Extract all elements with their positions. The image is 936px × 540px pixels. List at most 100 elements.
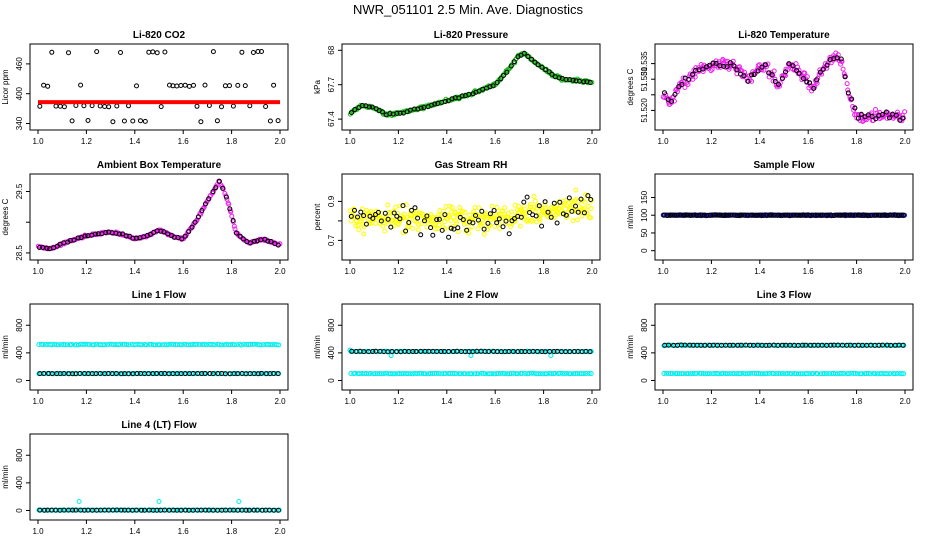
data-point-line3 [880, 342, 885, 348]
data-point-rh [473, 213, 478, 218]
data-point-rh [575, 209, 581, 215]
data-point-ambient [229, 213, 235, 219]
panel-rh: Gas Stream RH percent 0.7 0.9 1.0 1.2 1.4 1.6 1.… [313, 160, 601, 276]
data-point-line3 [804, 371, 810, 376]
data-point-line1 [219, 342, 225, 348]
data-point-line1 [70, 371, 75, 377]
x-tick-label-line4: 1.0 [32, 527, 44, 536]
data-point-ambient [179, 236, 185, 242]
data-point-line2 [486, 349, 492, 354]
data-point-sample [715, 212, 721, 218]
data-point-co2 [194, 103, 200, 109]
data-point-pressure [397, 110, 403, 116]
x-tick-label-line3: 2.0 [899, 397, 911, 406]
data-point-rh [460, 217, 466, 223]
data-point-temperature [751, 72, 757, 78]
data-point-line3 [841, 371, 847, 376]
series-pressure-average [349, 50, 593, 118]
data-point-temperature [671, 98, 677, 104]
data-point-rh [388, 224, 394, 230]
data-point-rh [578, 196, 584, 202]
data-point-co2 [49, 49, 55, 55]
data-point-rh [464, 227, 470, 233]
data-point-sample [884, 212, 890, 218]
data-point-temperature [682, 85, 688, 90]
data-point-line2 [482, 371, 488, 377]
data-point-ambient [134, 235, 139, 241]
x-tick-label-line1: 1.2 [81, 397, 93, 406]
data-point-co2 [186, 83, 192, 89]
data-point-sample [708, 212, 713, 218]
data-point-ambient [199, 208, 205, 213]
data-point-line1 [86, 342, 92, 347]
data-point-line2 [361, 349, 367, 355]
data-point-temperature [769, 72, 775, 78]
data-point-line2 [451, 371, 457, 376]
data-point-rh [470, 220, 476, 226]
data-point-rh [496, 221, 502, 227]
data-point-line1 [49, 342, 55, 348]
data-point-sample [767, 212, 772, 218]
data-point-line3 [835, 342, 841, 348]
data-point-sample [764, 212, 770, 218]
data-point-line2 [581, 371, 587, 377]
data-point-line3 [758, 371, 764, 377]
data-point-temperature [814, 77, 820, 83]
data-point-sample [675, 212, 681, 218]
data-point-pressure [429, 102, 435, 108]
data-point-rh [506, 231, 512, 237]
data-point-line4 [142, 507, 148, 513]
data-point-temperature [840, 66, 846, 72]
data-point-ambient [123, 233, 129, 239]
data-point-temperature [838, 56, 844, 62]
data-point-line1 [199, 371, 205, 377]
panel-title-line4: Line 4 (LT) Flow [121, 420, 197, 431]
series-line3-raw-low [661, 370, 907, 377]
data-point-sample [823, 212, 829, 218]
data-point-line1 [276, 342, 282, 348]
data-point-sample [681, 212, 686, 218]
data-point-rh [460, 208, 466, 214]
data-point-pressure [587, 80, 593, 85]
data-point-ambient [82, 233, 88, 239]
data-point-line3 [679, 371, 685, 377]
data-point-line3 [766, 342, 772, 348]
panel-line2: Line 2 Flow ml/min 0 400 800 1.0 1.2 1.4 1.6 1.8 2… [313, 290, 601, 406]
data-point-rh [575, 217, 580, 223]
x-tick-label-ambient: 1.0 [32, 267, 44, 276]
data-point-rh [449, 205, 455, 210]
data-point-sample [739, 212, 745, 218]
data-point-pressure [498, 76, 504, 82]
data-point-line3 [793, 371, 799, 377]
data-point-rh [503, 218, 509, 224]
data-point-line3 [696, 342, 702, 348]
data-point-sample [723, 212, 729, 218]
data-point-line2 [519, 370, 525, 376]
data-point-rh [431, 221, 437, 227]
data-point-line3 [702, 342, 708, 348]
data-point-line3 [681, 371, 686, 377]
data-point-temperature [804, 74, 810, 80]
data-point-rh [542, 205, 548, 211]
x-tick-label-line3: 1.4 [754, 397, 766, 406]
data-point-line2 [399, 371, 405, 377]
data-point-rh [433, 221, 439, 227]
data-point-sample [807, 212, 813, 218]
data-point-pressure [504, 69, 510, 75]
x-tick-label-temperature: 1.2 [706, 137, 718, 146]
data-point-line4 [118, 507, 124, 513]
data-point-sample [900, 212, 906, 218]
y-tick-label-co2: 460 [15, 57, 24, 71]
data-point-line4 [225, 507, 231, 513]
data-point-rh [418, 221, 424, 227]
x-tick-label-sample: 1.0 [657, 267, 669, 276]
data-point-line2 [379, 371, 384, 377]
x-tick-label-temperature: 1.6 [803, 137, 815, 146]
data-point-line3 [688, 371, 694, 377]
data-point-line4 [37, 507, 43, 513]
data-point-line1 [238, 342, 244, 348]
data-point-rh [437, 208, 443, 213]
data-point-ambient [213, 185, 219, 191]
y-tick-label-rh: 0.9 [327, 195, 336, 207]
data-point-temperature [708, 68, 714, 74]
